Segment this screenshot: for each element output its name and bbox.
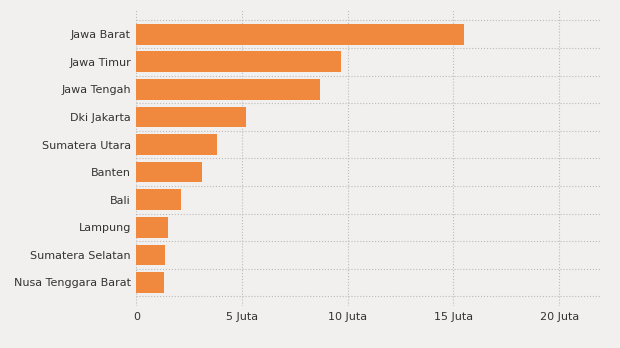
Bar [136,272,164,293]
Bar [136,189,181,210]
Bar [136,24,464,45]
Bar [136,134,217,155]
Bar [136,245,165,265]
Bar [136,106,246,127]
Bar [136,162,202,182]
Bar [136,217,168,238]
Bar [136,79,321,100]
Bar [136,52,342,72]
